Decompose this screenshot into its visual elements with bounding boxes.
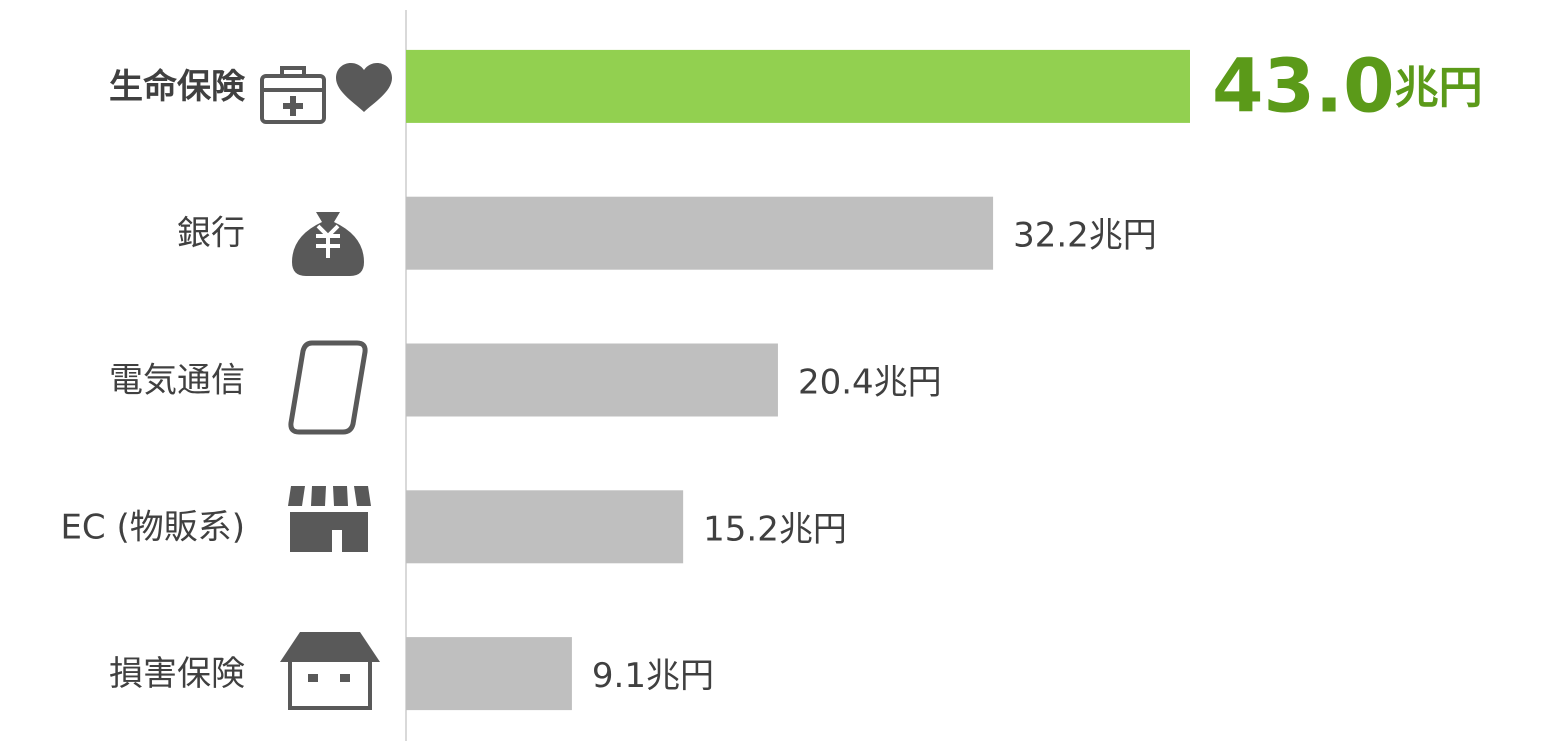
category-label: 生命保険 bbox=[109, 67, 246, 107]
house-icon bbox=[308, 674, 318, 682]
category-label: 電気通信 bbox=[109, 361, 245, 401]
bar bbox=[406, 490, 684, 564]
bar bbox=[406, 343, 778, 417]
house-icon bbox=[280, 632, 380, 662]
phone-icon bbox=[288, 340, 368, 435]
category-label: 損害保険 bbox=[109, 654, 245, 694]
first-aid-icon bbox=[283, 96, 303, 116]
icons bbox=[260, 66, 372, 710]
icons-fill bbox=[280, 63, 392, 682]
category-label: 銀行 bbox=[177, 214, 245, 254]
heart-icon bbox=[336, 63, 392, 112]
first-aid-icon bbox=[262, 66, 324, 92]
value-number: 43.0 bbox=[1212, 43, 1395, 129]
store-icon bbox=[288, 486, 371, 506]
house-icon bbox=[288, 658, 372, 710]
value-label: 32.2兆円 bbox=[1013, 216, 1157, 256]
value-label: 20.4兆円 bbox=[798, 363, 942, 403]
category-label: EC (物販系) bbox=[60, 507, 245, 547]
value-label: 9.1兆円 bbox=[592, 656, 714, 696]
first-aid-icon bbox=[260, 74, 326, 124]
value-label: 15.2兆円 bbox=[703, 509, 847, 549]
store-icon bbox=[290, 512, 368, 552]
yen-mark bbox=[316, 224, 340, 258]
house-icon bbox=[340, 674, 350, 682]
bar bbox=[406, 49, 1190, 123]
bar bbox=[406, 196, 994, 270]
value-unit: 兆円 bbox=[1395, 62, 1483, 113]
bar bbox=[406, 637, 572, 711]
value-label: 43.0兆円 bbox=[1212, 43, 1483, 129]
